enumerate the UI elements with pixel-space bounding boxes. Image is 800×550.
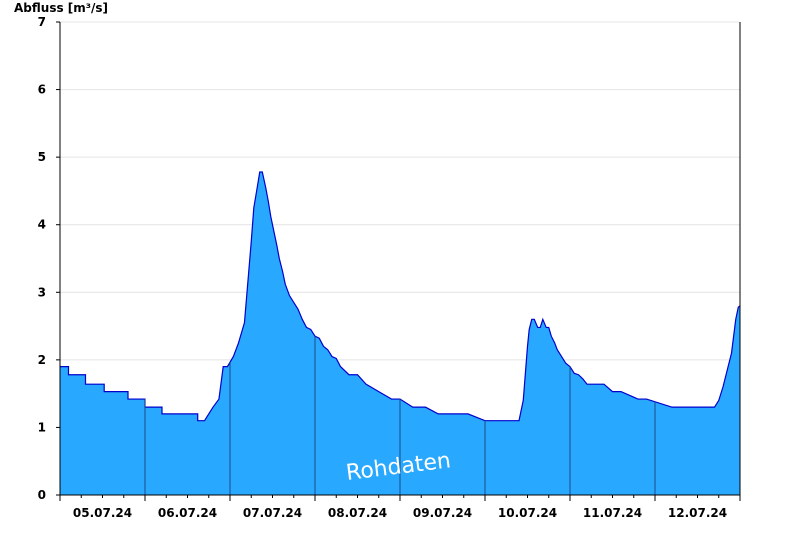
y-tick-label-5: 5 — [38, 150, 46, 164]
grid-lines — [60, 21, 740, 428]
x-tick-label-7: 12.07.24 — [668, 506, 727, 520]
x-tick-label-3: 08.07.24 — [328, 506, 387, 520]
day-separators — [144, 336, 656, 495]
x-tick-label-1: 06.07.24 — [158, 506, 217, 520]
x-tick-label-4: 09.07.24 — [413, 506, 472, 520]
y-ticks: 0 1 2 3 4 5 6 7 — [38, 15, 60, 502]
y-tick-label-6: 6 — [38, 83, 46, 97]
x-tick-label-2: 07.07.24 — [243, 506, 302, 520]
y-tick-label-7: 7 — [38, 15, 46, 29]
y-tick-label-2: 2 — [38, 353, 46, 367]
y-tick-label-3: 3 — [38, 285, 46, 299]
x-ticks: 05.07.24 06.07.24 07.07.24 08.07.24 09.07.24… — [59, 495, 741, 520]
y-tick-label-4: 4 — [38, 218, 46, 232]
x-tick-label-5: 10.07.24 — [498, 506, 557, 520]
x-tick-label-0: 05.07.24 — [73, 506, 132, 520]
y-tick-label-1: 1 — [38, 420, 46, 434]
y-axis-label: Abfluss [m³/s] — [14, 1, 109, 15]
area-line — [60, 171, 741, 422]
y-tick-label-0: 0 — [38, 488, 46, 502]
x-tick-label-6: 11.07.24 — [583, 506, 642, 520]
